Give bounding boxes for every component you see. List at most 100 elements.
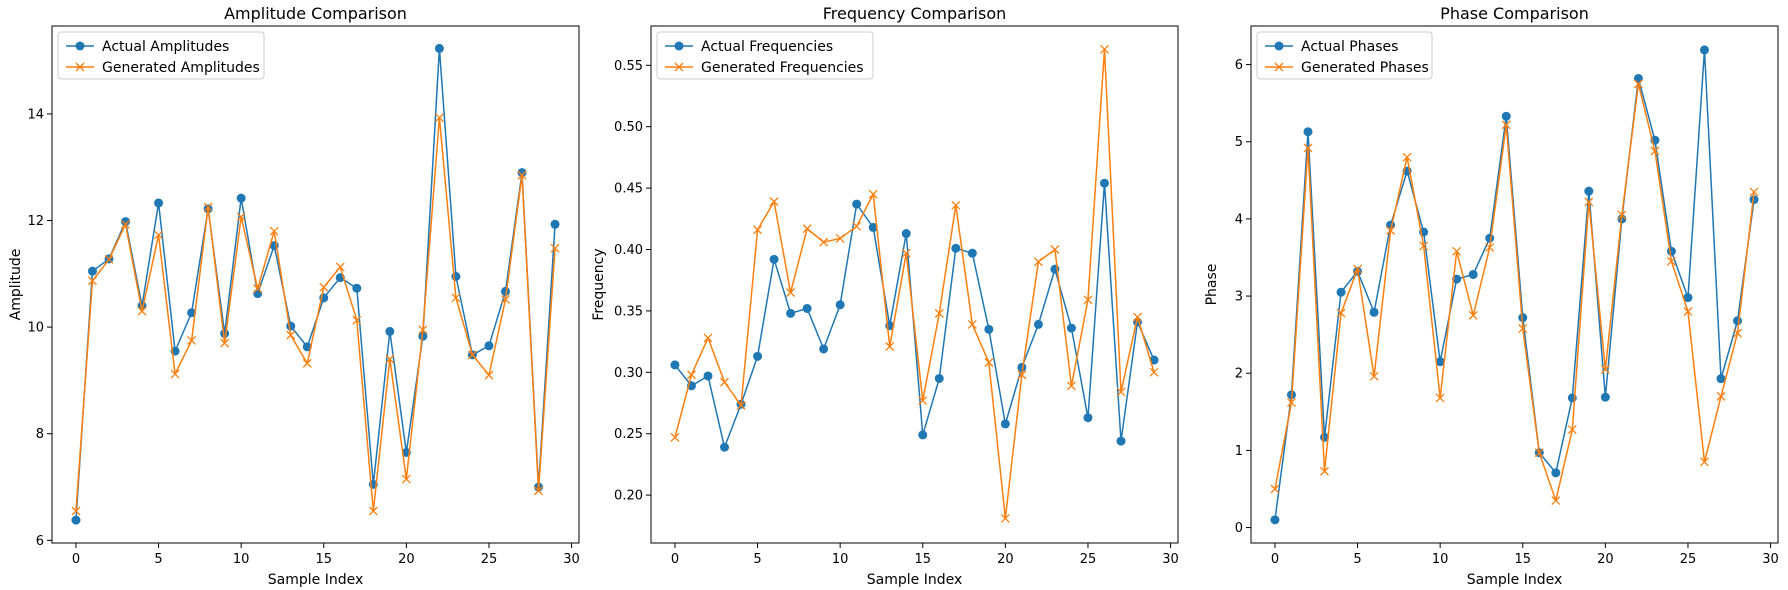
marker-x-stroke: [319, 282, 329, 292]
data-point-generated: [1683, 307, 1693, 316]
data-point-generated: [154, 230, 164, 240]
data-point-actual: [302, 342, 312, 352]
x-tick-label: 0: [671, 552, 679, 567]
data-point-generated: [1600, 364, 1610, 374]
legend-marker-x: [1274, 62, 1284, 72]
marker-x-stroke: [1083, 295, 1093, 305]
data-point-generated: [401, 474, 411, 484]
data-point-actual: [1551, 468, 1561, 478]
data-point-generated: [786, 288, 796, 297]
marker-x-stroke: [687, 370, 696, 380]
data-point-actual: [967, 248, 977, 258]
marker-x-stroke: [517, 170, 527, 180]
data-point-actual: [434, 43, 444, 53]
marker-x-stroke: [220, 338, 230, 348]
data-point-generated: [1551, 496, 1561, 506]
data-point-generated: [302, 358, 312, 368]
marker-x-stroke: [901, 248, 911, 258]
legend-label: Generated Amplitudes: [102, 60, 260, 76]
data-point-actual: [901, 229, 911, 239]
y-tick-label: 4: [1235, 212, 1243, 227]
y-tick-label: 8: [36, 427, 44, 442]
data-point-generated: [1501, 120, 1511, 130]
chart-title: Phase Comparison: [1440, 4, 1589, 23]
data-point-actual: [1116, 436, 1126, 446]
x-tick-label: 30: [1162, 552, 1179, 567]
marker-x-stroke: [1353, 264, 1363, 274]
data-point-generated: [1386, 226, 1396, 235]
data-point-generated: [550, 243, 560, 253]
legend-box: [656, 31, 874, 80]
data-point-actual: [703, 371, 713, 381]
data-point-generated: [1116, 387, 1126, 397]
legend-label: Actual Phases: [1301, 39, 1398, 55]
data-point-actual: [286, 321, 296, 331]
marker-x-stroke: [335, 262, 345, 272]
marker-x-stroke: [286, 330, 296, 340]
marker-x-stroke: [769, 197, 779, 207]
legend: Actual Amplitudes Generated Amplitudes: [57, 31, 265, 80]
data-point-generated: [236, 212, 246, 222]
data-point-actual: [1000, 419, 1010, 429]
marker-x-stroke: [736, 401, 746, 410]
data-point-actual: [121, 217, 131, 227]
y-tick-label: 6: [36, 534, 44, 549]
data-point-generated: [1452, 246, 1462, 256]
y-tick-label: 0.40: [614, 243, 643, 258]
data-point-generated: [802, 224, 812, 234]
marker-x-stroke: [703, 333, 713, 343]
x-tick-label: 15: [315, 552, 332, 567]
data-point-actual: [1435, 357, 1445, 367]
data-point-actual: [451, 272, 461, 282]
plot-area: [71, 43, 560, 525]
marker-x-stroke: [401, 474, 411, 484]
marker-x-stroke: [967, 319, 977, 329]
marker-x-stroke: [1402, 152, 1412, 162]
data-point-actual: [154, 198, 164, 208]
data-point-generated: [1149, 367, 1159, 377]
x-tick-label: 25: [1680, 552, 1697, 567]
data-point-generated: [885, 342, 895, 351]
marker-x-stroke: [1435, 393, 1445, 403]
marker-x-stroke: [1116, 387, 1126, 397]
data-point-generated: [1353, 264, 1363, 274]
data-point-generated: [1700, 457, 1709, 467]
chart-title: Amplitude Comparison: [224, 4, 407, 23]
y-tick-label: 6: [1235, 58, 1243, 73]
x-axis-label: Sample Index: [867, 572, 962, 588]
marker-x-stroke: [1733, 328, 1742, 338]
data-point-actual: [87, 266, 97, 276]
data-point-generated: [319, 282, 329, 292]
data-point-generated: [720, 377, 729, 387]
data-point-actual: [1369, 307, 1379, 317]
data-point-generated: [1633, 79, 1643, 89]
data-point-generated: [220, 338, 230, 348]
x-tick-label: 30: [1762, 552, 1779, 567]
data-point-generated: [467, 350, 477, 360]
marker-x-stroke: [1320, 466, 1329, 476]
data-point-generated: [934, 308, 944, 318]
data-point-generated: [819, 237, 829, 247]
marker-x-stroke: [501, 294, 510, 304]
data-point-generated: [951, 200, 961, 210]
marker-x-stroke: [1133, 312, 1142, 322]
x-tick-label: 15: [1514, 552, 1531, 567]
data-point-generated: [1749, 187, 1759, 197]
marker-x-stroke: [1501, 120, 1511, 130]
x-tick-label: 5: [154, 552, 162, 567]
marker-x-stroke: [104, 254, 114, 264]
data-point-generated: [1033, 257, 1043, 267]
data-point-generated: [451, 293, 461, 303]
data-point-generated: [286, 330, 296, 340]
y-tick-label: 12: [27, 214, 44, 229]
marker-x-stroke: [753, 225, 763, 235]
data-point-actual: [352, 283, 362, 293]
y-tick-label: 1: [1235, 444, 1243, 459]
marker-x-stroke: [269, 226, 279, 236]
data-point-actual: [984, 324, 994, 334]
marker-x-stroke: [1617, 210, 1627, 220]
marker-x-stroke: [670, 432, 680, 442]
y-axis-label: Amplitude: [8, 249, 24, 321]
data-point-actual: [1666, 246, 1676, 256]
